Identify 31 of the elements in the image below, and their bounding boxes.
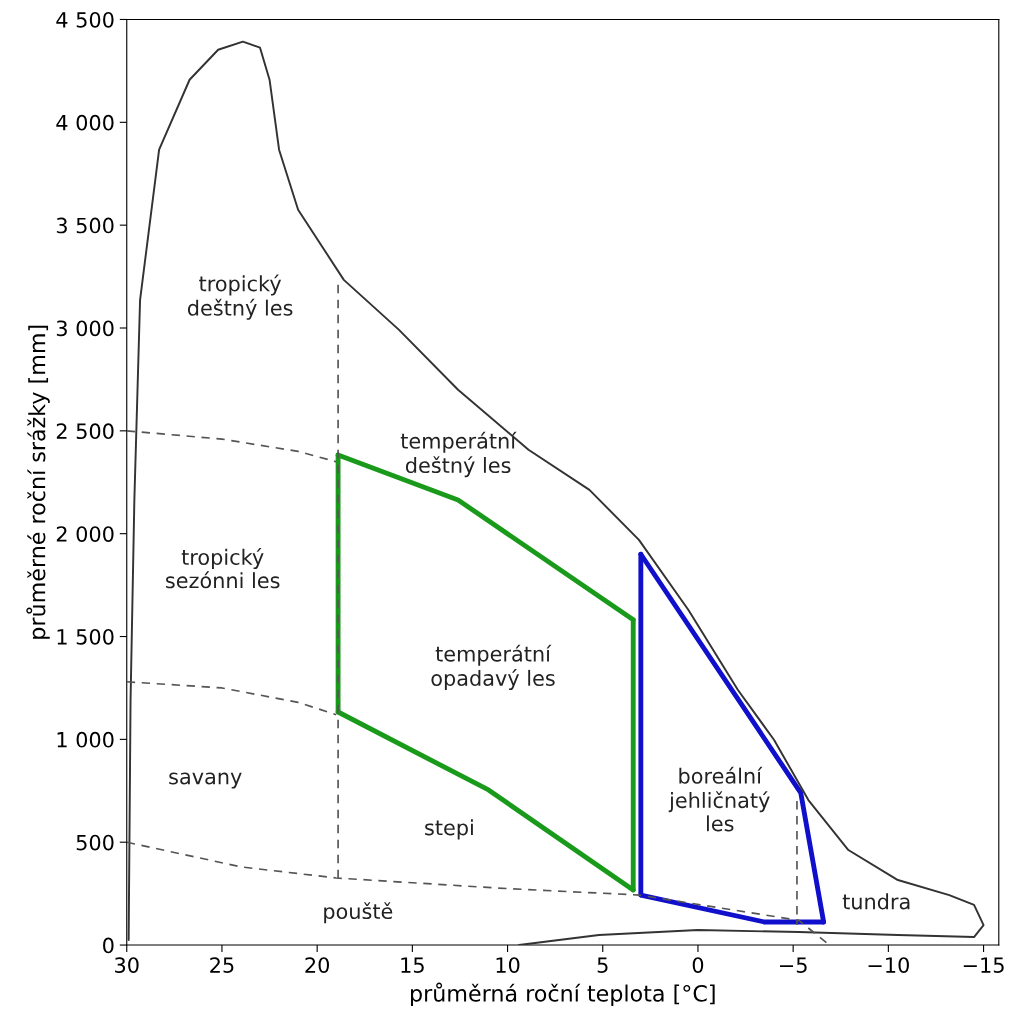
x-tick-label: 5 bbox=[597, 957, 608, 973]
y-tick-label: 0 bbox=[103, 937, 114, 954]
y-tick-label: 4 000 bbox=[56, 114, 114, 131]
annotation: boreální jehličnatý les bbox=[668, 766, 770, 832]
y-tick-label: 4 500 bbox=[56, 11, 114, 28]
y-axis-title: průměrné roční srážky [mm] bbox=[26, 325, 50, 639]
x-tick-label: −15 bbox=[963, 957, 1004, 973]
y-tick-label: 2 000 bbox=[56, 526, 114, 542]
x-tick-label: 25 bbox=[210, 957, 234, 973]
annotation: stepi bbox=[425, 819, 473, 840]
y-tick-label: 500 bbox=[76, 834, 114, 851]
annotation: pouště bbox=[324, 902, 393, 924]
annotation: temperátní deštný les bbox=[400, 431, 517, 478]
x-tick-label: 10 bbox=[496, 957, 520, 973]
x-tick-label: 30 bbox=[115, 957, 139, 973]
annotation: tundra bbox=[842, 893, 910, 910]
x-tick-label: 0 bbox=[692, 957, 704, 973]
annotation: tropický deštný les bbox=[187, 274, 293, 320]
x-tick-label: −10 bbox=[868, 957, 909, 973]
y-tick-label: 3 000 bbox=[56, 320, 114, 337]
annotation: savany bbox=[169, 772, 242, 789]
x-axis-title: průměrná roční teplota [°C] bbox=[411, 982, 715, 1007]
y-tick-label: 1 000 bbox=[57, 731, 114, 748]
y-tick-label: 2 500 bbox=[56, 423, 114, 440]
y-tick-label: 3 500 bbox=[56, 217, 114, 234]
x-tick-label: −5 bbox=[780, 957, 807, 973]
annotation: tropický sezónni les bbox=[165, 548, 280, 589]
y-tick-label: 1 500 bbox=[57, 628, 114, 645]
annotation: temperátní opadavý les bbox=[431, 644, 555, 691]
x-tick-label: 20 bbox=[305, 957, 330, 973]
x-tick-label: 15 bbox=[401, 957, 424, 973]
